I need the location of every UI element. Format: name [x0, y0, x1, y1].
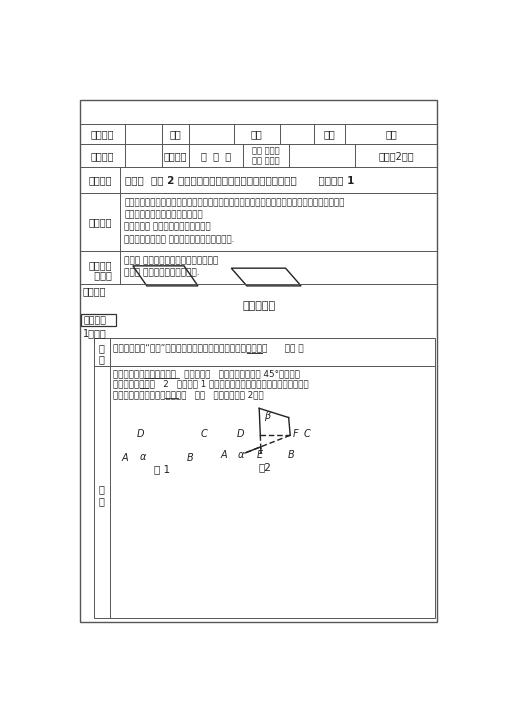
Text: 课时：2课时: 课时：2课时 [379, 151, 414, 161]
Text: 年级: 年级 [251, 129, 263, 139]
Text: 数学: 数学 [385, 129, 397, 139]
Text: 系，掌握直线平面之间的位置关系: 系，掌握直线平面之间的位置关系 [124, 211, 203, 219]
Text: B: B [186, 453, 193, 463]
Text: 重点： 平面基本性质及异面直线所成角: 重点： 平面基本性质及异面直线所成角 [124, 256, 219, 265]
Text: 描
述: 描 述 [99, 343, 105, 364]
Text: C: C [200, 430, 207, 440]
Text: A: A [221, 451, 227, 461]
Text: 1．平面: 1．平面 [82, 328, 106, 338]
Text: B: B [288, 451, 294, 461]
Text: 学生姓名: 学生姓名 [91, 129, 115, 139]
Text: 教学重点: 教学重点 [88, 261, 112, 271]
Text: 能力目标： 培养学生的空间想象能力: 能力目标： 培养学生的空间想象能力 [124, 223, 211, 232]
Text: 学科: 学科 [324, 129, 336, 139]
Text: 情感态度价値观： 提高学生对空间几何的兴趣.: 情感态度价値观： 提高学生对空间几何的兴趣. [124, 235, 235, 244]
Text: 性别: 性别 [169, 129, 181, 139]
Text: 共（ ）次课: 共（ ）次课 [252, 156, 280, 165]
Text: 教学过程: 教学过程 [82, 286, 106, 296]
Text: 为了增强立体感，被遗挡部分用   虚线   画出来，如图 2所示: 为了增强立体感，被遗挡部分用 虚线 画出来，如图 2所示 [113, 390, 264, 399]
Text: 画
法: 画 法 [99, 484, 105, 506]
Text: 教学目标: 教学目标 [88, 217, 112, 227]
Text: 图 1: 图 1 [154, 465, 170, 475]
Text: 通常把水平的平面画成一个   平行四边形   ，并且其锐角画成 45°，且横边: 通常把水平的平面画成一个 平行四边形 ，并且其锐角画成 45°，且横边 [113, 370, 300, 379]
Text: （一）平面: （一）平面 [242, 301, 275, 311]
Text: 人教版  必修 2 第二章空间点、直线、平面之间的位置关系      同步教案 1: 人教版 必修 2 第二章空间点、直线、平面之间的位置关系 同步教案 1 [125, 176, 355, 186]
Text: 难点： 运用三条公理解决问题.: 难点： 运用三条公理解决问题. [124, 268, 200, 277]
Text: F: F [292, 430, 298, 440]
Text: 知识梳理: 知识梳理 [83, 316, 106, 325]
Text: C: C [304, 430, 310, 440]
Text: A: A [122, 453, 128, 463]
Text: α: α [237, 450, 244, 460]
Text: 上课时间: 上课时间 [163, 151, 187, 161]
Text: E: E [257, 450, 263, 460]
Text: 第（ ）次课: 第（ ）次课 [252, 146, 280, 156]
Text: D: D [137, 430, 144, 440]
Text: 几何里所说的“平面”是从生活中的一些物体抽象出来的，是无限      延展 的: 几何里所说的“平面”是从生活中的一些物体抽象出来的，是无限 延展 的 [113, 343, 304, 352]
Bar [94, 338, 435, 618]
Text: 图2: 图2 [258, 462, 271, 472]
Text: 长等于其邻边长的   2   倍，如图 1 所示；如果一个平面被另一个平面遗挡住，: 长等于其邻边长的 2 倍，如图 1 所示；如果一个平面被另一个平面遗挡住， [113, 380, 309, 389]
Text: 教学课题: 教学课题 [88, 176, 112, 186]
Text: α: α [140, 452, 146, 462]
Text: 年  月  日: 年 月 日 [201, 151, 231, 161]
Text: 与难点: 与难点 [88, 270, 112, 280]
Text: 授课教师: 授课教师 [91, 151, 115, 161]
Text: D: D [237, 430, 244, 440]
Text: β: β [264, 411, 270, 421]
Text: 知识目标：了解平面的基本性质即三条公理，能正确使用集合符号表示空间图形中的点线面的关: 知识目标：了解平面的基本性质即三条公理，能正确使用集合符号表示空间图形中的点线面… [124, 198, 345, 207]
